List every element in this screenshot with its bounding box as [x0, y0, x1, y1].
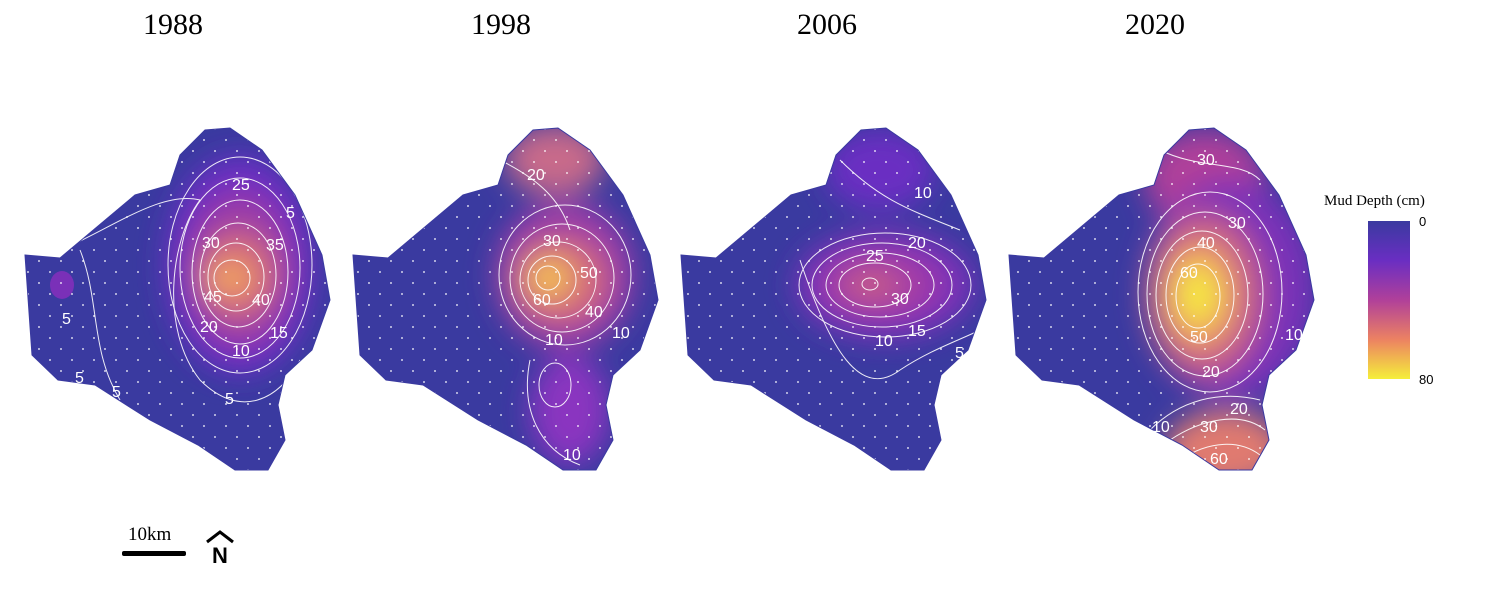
contour-label: 40 — [1197, 235, 1215, 252]
contour-label: 15 — [908, 323, 926, 340]
contour-label: 25 — [232, 177, 250, 194]
scale-bar — [122, 551, 186, 556]
contour-label: 5 — [62, 311, 71, 328]
contour-label: 20 — [1202, 364, 1220, 381]
legend-tick-min: 0 — [1419, 214, 1427, 229]
contour-label: 25 — [866, 248, 884, 265]
north-letter: N — [212, 543, 228, 566]
panel-title-1998: 1998 — [471, 8, 531, 41]
contour-label: 30 — [1197, 152, 1215, 169]
contour-label: 10 — [1152, 419, 1170, 436]
contour-label: 10 — [914, 185, 932, 202]
contour-label: 30 — [891, 291, 909, 308]
contour-label: 10 — [232, 343, 250, 360]
contour-label: 40 — [252, 292, 270, 309]
contour-label: 5 — [75, 370, 84, 387]
contour-label: 5 — [112, 384, 121, 401]
contour-label: 30 — [1228, 215, 1246, 232]
contour-label: 5 — [225, 391, 234, 408]
contour-label: 50 — [1190, 329, 1208, 346]
contour-label: 10 — [563, 447, 581, 464]
contour-label: 10 — [1285, 327, 1303, 344]
contour-label: 5 — [286, 205, 295, 222]
contour-label: 40 — [585, 304, 603, 321]
contour-label: 60 — [1180, 265, 1198, 282]
panel-title-2020: 2020 — [1125, 8, 1185, 41]
contour-label: 60 — [533, 292, 551, 309]
contour-label: 5 — [955, 345, 964, 362]
contour-label: 20 — [908, 235, 926, 252]
contour-label: 60 — [1210, 451, 1228, 468]
panel-title-2006: 2006 — [797, 8, 857, 41]
contour-label: 20 — [200, 319, 218, 336]
north-arrow-icon: N — [206, 530, 234, 566]
contour-label: 35 — [266, 237, 284, 254]
scale-bar-label: 10km — [128, 524, 172, 545]
contour-label: 10 — [875, 333, 893, 350]
contour-label: 30 — [202, 235, 220, 252]
panel-title-1988: 1988 — [143, 8, 203, 41]
contour-label: 10 — [612, 325, 630, 342]
legend-color-bar — [1368, 221, 1410, 379]
contour-label: 30 — [1200, 419, 1218, 436]
contour-label: 10 — [545, 332, 563, 349]
legend-tick-max: 80 — [1419, 372, 1434, 387]
contour-label: 50 — [580, 265, 598, 282]
contour-label: 20 — [1230, 401, 1248, 418]
contour-label: 20 — [527, 167, 545, 184]
contour-label: 45 — [204, 289, 222, 306]
map-panel-1998 — [353, 128, 658, 470]
map-panel-2006 — [681, 128, 986, 470]
legend-title: Mud Depth (cm) — [1324, 193, 1425, 209]
contour-label: 15 — [270, 325, 288, 342]
map-panel-1988 — [25, 128, 330, 470]
contour-label: 30 — [543, 233, 561, 250]
